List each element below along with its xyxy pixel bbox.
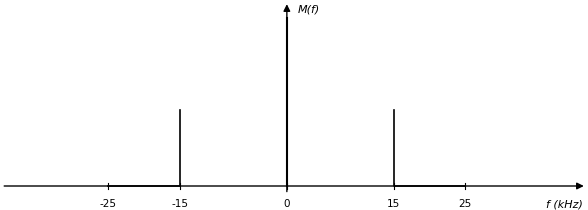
Text: 25: 25 [459, 200, 472, 209]
Text: 15: 15 [387, 200, 400, 209]
Text: f (kHz): f (kHz) [546, 200, 583, 209]
Text: 0: 0 [283, 200, 290, 209]
Text: -15: -15 [171, 200, 188, 209]
Text: -25: -25 [100, 200, 117, 209]
Text: M(f): M(f) [298, 5, 320, 15]
